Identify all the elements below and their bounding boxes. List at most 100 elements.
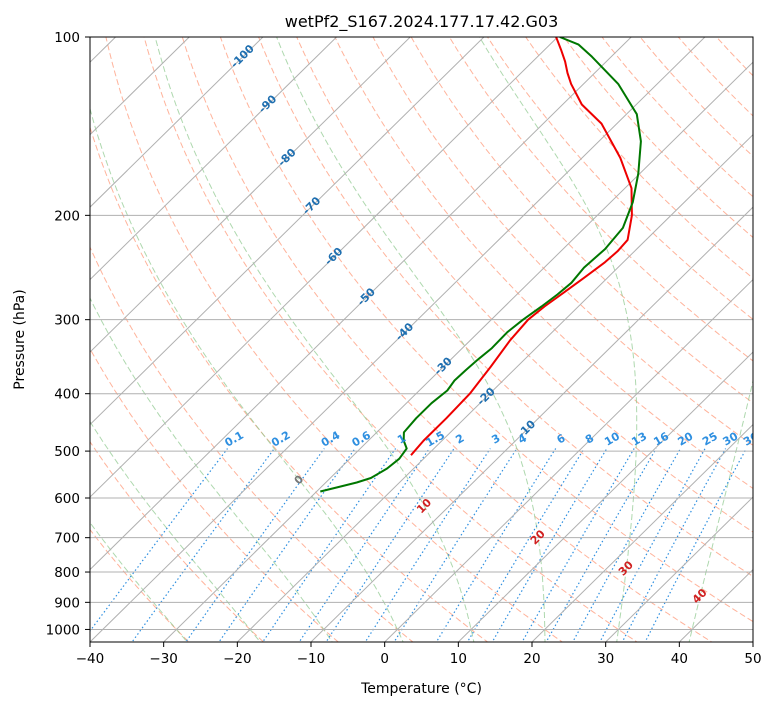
x-tick-label: 50 [744, 651, 761, 667]
moist-adiabat-line [688, 378, 753, 642]
y-tick-label: 100 [54, 30, 80, 46]
isotherm-line [90, 37, 706, 642]
mixing-ratio-label: 16 [651, 429, 671, 448]
y-tick-label: 900 [54, 595, 80, 611]
dewpoint-trace [320, 37, 642, 493]
isotherm-line [90, 37, 190, 136]
y-tick-label: 800 [54, 565, 80, 581]
mixing-ratio-line [545, 448, 657, 642]
isotherm-line [90, 37, 338, 281]
skewed-isotherms [0, 10, 753, 654]
moist-adiabat-label: 20 [528, 527, 548, 547]
mixing-ratio-label: 2 [453, 432, 466, 447]
isotherm-line [90, 37, 264, 208]
dry-adiabat-line [105, 37, 564, 642]
mixing-ratio-line [435, 448, 557, 642]
moist-adiabat-line [90, 106, 404, 642]
plot-area: -100-90-80-70-60-50-40-30-20-100.1 0.2 0.4… [0, 10, 775, 654]
moist-adiabats [90, 37, 775, 654]
mixing-ratio-line [90, 448, 228, 632]
isotherm-line [383, 278, 753, 642]
moist-adiabat-label: 40 [690, 586, 710, 606]
isotherm-line [90, 37, 411, 353]
mixing-ratio-line [262, 448, 397, 642]
mixing-ratio-label: 1.5 [424, 429, 447, 450]
x-tick-label: −10 [297, 651, 326, 667]
dry-adiabat-line [143, 37, 638, 642]
mixing-ratio-line [466, 448, 585, 642]
x-tick-label: 30 [597, 651, 614, 667]
y-tick-label: 300 [54, 313, 80, 329]
mixing-ratio-line [298, 448, 430, 642]
moist-adiabat-line [478, 37, 638, 642]
dry-adiabat-line [181, 37, 713, 642]
isotherm-line [678, 568, 753, 642]
pressure-gridlines [90, 37, 753, 630]
dry-adiabat-line [410, 37, 753, 404]
plot-frame [89, 36, 754, 643]
y-tick-label: 700 [54, 531, 80, 547]
y-axis-label: Pressure (hPa) [12, 289, 28, 389]
x-tick-label: 0 [380, 651, 389, 667]
dry-adiabat-line [372, 37, 753, 447]
dry-adiabat-line [90, 347, 339, 642]
dry-adiabats [90, 10, 775, 654]
isotherm-line [604, 496, 753, 642]
isotherm-label: -100 [228, 42, 257, 71]
dry-adiabat-line [90, 245, 414, 642]
dry-adiabat-line [90, 125, 489, 642]
isotherm-line [90, 37, 632, 571]
mixing-ratio-line [521, 448, 635, 642]
y-tick-label: 400 [54, 387, 80, 403]
dry-adiabat-line [730, 10, 775, 654]
isotherm-line [531, 423, 753, 642]
mixing-ratio-label: 3 [489, 432, 502, 447]
mixing-ratio-line [393, 448, 518, 642]
x-axis-label: Temperature (°C) [360, 681, 482, 697]
moist-adiabat-line [759, 37, 775, 654]
dry-adiabat-line [258, 37, 753, 578]
mixing-ratio-label: 13 [629, 430, 649, 449]
moist-adiabat-line [90, 296, 333, 642]
dry-adiabat-line [486, 37, 753, 321]
isotherm-line [457, 351, 753, 642]
x-tick-label: 40 [671, 651, 688, 667]
mixing-ratio-label: 10 [602, 429, 622, 448]
x-tick-label: 20 [523, 651, 540, 667]
isotherm-line [752, 641, 753, 642]
mixing-ratio-line [325, 448, 455, 642]
y-tick-label: 1000 [46, 622, 80, 638]
dry-adiabat-line [334, 37, 753, 490]
dry-adiabat-line [296, 37, 753, 533]
y-tick-label: 200 [54, 208, 80, 224]
y-tick-label: 600 [54, 491, 80, 507]
isotherm-line [162, 61, 753, 642]
mixing-ratio-line [621, 448, 727, 642]
isotherm-line [90, 37, 485, 426]
isotherm-line [0, 10, 69, 654]
mixing-ratio-label: 0.1 [222, 429, 245, 450]
dry-adiabat-line [715, 37, 753, 77]
y-tick-label: 500 [54, 444, 80, 460]
moist-adiabat-label: 30 [616, 558, 636, 578]
moist-adiabat-line [90, 521, 188, 642]
dry-adiabat-line [448, 37, 753, 362]
mixing-ratio-line [218, 448, 356, 642]
mixing-ratio-line [131, 448, 275, 642]
mixing-ratio-label: 36 [741, 429, 761, 448]
x-tick-label: −40 [76, 651, 105, 667]
dry-adiabat-line [90, 528, 190, 642]
mixing-ratio-label: 1 [395, 432, 408, 447]
dry-adiabat-line [90, 440, 265, 642]
x-tick-label: −30 [149, 651, 178, 667]
x-tick-label: 10 [450, 651, 467, 667]
chart-title: wetPf2_S167.2024.177.17.42.G03 [285, 12, 559, 32]
moist-adiabat-label: 10 [414, 496, 434, 516]
x-tick-label: −20 [223, 651, 252, 667]
mixing-ratio-line [644, 448, 747, 642]
mixing-ratio-label: 0.4 [319, 428, 343, 449]
mixing-ratio-line [599, 448, 706, 642]
dry-adiabat-line [639, 37, 753, 157]
sounding-traces [320, 37, 642, 493]
